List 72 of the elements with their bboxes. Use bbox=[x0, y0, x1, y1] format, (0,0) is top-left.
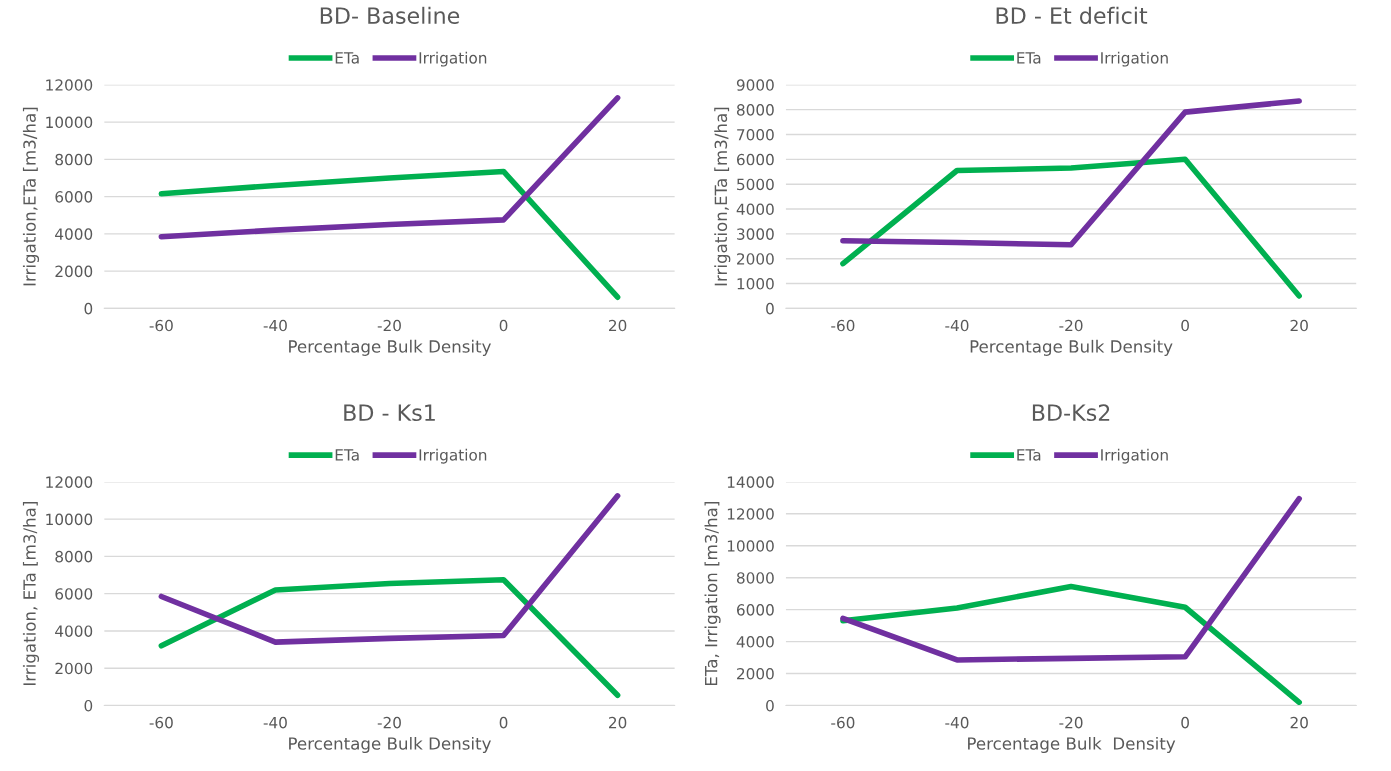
y-tick-label: 0 bbox=[766, 302, 774, 315]
x-axis-title: Percentage Bulk Density bbox=[968, 736, 1176, 754]
y-tick-label: 9000 bbox=[736, 79, 774, 91]
y-tick-label: 10000 bbox=[46, 513, 93, 526]
x-tick-label: -20 bbox=[1059, 716, 1083, 729]
x-tick-label: 20 bbox=[1290, 716, 1308, 729]
y-tick-label: 10000 bbox=[46, 116, 93, 129]
y-tick-label: 12000 bbox=[46, 476, 93, 488]
y-tick-label: 12000 bbox=[727, 508, 774, 520]
y-tick-label: 6000 bbox=[736, 153, 774, 166]
y-axis-title: ETa, Irrigation [m3/ha] bbox=[704, 502, 721, 686]
x-tick-label: -40 bbox=[263, 319, 287, 332]
legend-label: Irrigation bbox=[1101, 448, 1168, 464]
x-tick-label: 20 bbox=[1290, 319, 1308, 332]
y-tick-label: 6000 bbox=[55, 191, 93, 203]
y-tick-label: 5000 bbox=[737, 178, 774, 191]
y-tick-label: 2000 bbox=[55, 662, 93, 675]
y-axis-title: Irrigation, ETa [m3/ha] bbox=[22, 502, 40, 686]
x-axis-title: Percentage Bulk Density bbox=[289, 339, 491, 356]
y-tick-label: 8000 bbox=[736, 104, 774, 116]
y-tick-label: 1000 bbox=[737, 278, 774, 290]
legend-label: ETa bbox=[1017, 449, 1041, 461]
x-tick-label: -60 bbox=[149, 319, 173, 332]
y-tick-label: 7000 bbox=[737, 128, 774, 141]
x-tick-label: -60 bbox=[831, 716, 855, 729]
y-tick-label: 10000 bbox=[727, 540, 774, 552]
chart-title: BD-Ks2 bbox=[1032, 404, 1110, 422]
y-tick-label: 14000 bbox=[727, 476, 774, 488]
x-tick-label: -20 bbox=[377, 716, 401, 729]
y-axis-title: Irrigation,ETa [m3/ha] bbox=[714, 107, 731, 286]
x-tick-label: -40 bbox=[945, 716, 969, 729]
y-tick-label: 8000 bbox=[55, 153, 93, 166]
y-tick-label: 4000 bbox=[736, 203, 774, 216]
x-tick-label: -20 bbox=[377, 319, 401, 332]
x-tick-label: -40 bbox=[263, 716, 287, 729]
legend-label: Irrigation bbox=[419, 51, 487, 67]
y-tick-label: 6000 bbox=[55, 588, 93, 600]
legend-label: ETa bbox=[1017, 52, 1041, 64]
x-tick-label: 20 bbox=[609, 716, 627, 729]
chart-title: BD- Baseline bbox=[320, 6, 460, 25]
x-tick-label: -40 bbox=[945, 319, 969, 332]
x-tick-label: 0 bbox=[499, 319, 508, 332]
legend-label: ETa bbox=[335, 449, 359, 461]
y-axis-title: Irrigation,ETa [m3/ha] bbox=[22, 107, 40, 286]
y-tick-label: 6000 bbox=[736, 604, 774, 616]
legend-label: Irrigation bbox=[419, 448, 487, 464]
y-tick-label: 3000 bbox=[737, 228, 774, 240]
y-tick-label: 0 bbox=[766, 699, 774, 712]
y-tick-label: 0 bbox=[84, 302, 93, 315]
x-tick-label: 0 bbox=[1181, 716, 1189, 729]
chart-title: BD - Ks1 bbox=[344, 404, 435, 422]
y-tick-label: 4000 bbox=[736, 636, 774, 648]
y-tick-label: 2000 bbox=[55, 265, 93, 278]
x-tick-label: 20 bbox=[609, 319, 627, 332]
y-tick-label: 2000 bbox=[737, 667, 774, 680]
y-tick-label: 12000 bbox=[46, 79, 93, 91]
y-tick-label: 0 bbox=[84, 699, 93, 712]
legend-label: ETa bbox=[335, 52, 359, 64]
y-tick-label: 8000 bbox=[736, 572, 774, 584]
y-tick-label: 8000 bbox=[55, 550, 93, 563]
legend-label: Irrigation bbox=[1101, 51, 1168, 67]
y-tick-label: 4000 bbox=[55, 228, 93, 240]
x-axis-title: Percentage Bulk Density bbox=[289, 736, 491, 754]
x-tick-label: 0 bbox=[1181, 319, 1189, 332]
y-tick-label: 4000 bbox=[55, 625, 93, 637]
x-tick-label: 0 bbox=[499, 716, 508, 729]
x-tick-label: -60 bbox=[149, 716, 173, 729]
y-tick-label: 2000 bbox=[737, 253, 774, 265]
x-tick-label: -20 bbox=[1059, 319, 1083, 332]
chart-title: BD - Et deficit bbox=[996, 6, 1148, 25]
x-axis-title: Percentage Bulk Density bbox=[970, 339, 1173, 356]
x-tick-label: -60 bbox=[831, 319, 855, 332]
